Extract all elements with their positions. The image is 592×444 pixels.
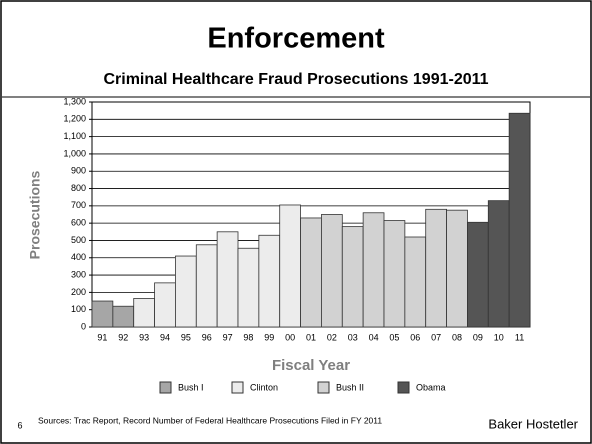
x-tick-label: 07 (431, 332, 441, 342)
bar (133, 298, 155, 328)
y-tick-label: 0 (81, 321, 86, 331)
x-tick-label: 98 (243, 332, 253, 342)
y-tick-label: 300 (71, 269, 86, 279)
y-tick-label: 400 (71, 252, 86, 262)
x-tick-label: 11 (515, 332, 524, 342)
brand: Baker Hostetler (488, 416, 578, 431)
x-tick-label: 06 (410, 332, 420, 342)
x-axis-label: Fiscal Year (272, 357, 350, 374)
x-tick-label: 92 (118, 332, 128, 342)
y-tick-label: 500 (71, 235, 86, 245)
bar (321, 214, 343, 328)
y-axis-label: Prosecutions (27, 170, 43, 259)
y-tick-label: 200 (71, 287, 86, 297)
x-tick-label: 97 (223, 332, 233, 342)
x-tick-label: 95 (181, 332, 191, 342)
legend-swatch (231, 381, 244, 394)
y-tick-label: 1,100 (63, 131, 86, 141)
x-tick-label: 08 (452, 332, 462, 342)
page-number: 6 (17, 420, 22, 430)
y-tick-label: 900 (71, 166, 86, 176)
legend-swatch (159, 381, 172, 394)
bar (112, 305, 135, 328)
legend-swatch (397, 381, 410, 394)
bar (216, 231, 239, 328)
y-tick-label: 100 (71, 304, 86, 314)
slide-title: Enforcement (207, 23, 385, 55)
x-tick-label: 00 (285, 332, 295, 342)
bar (175, 255, 197, 328)
bar (91, 300, 114, 328)
legend-label: Obama (416, 382, 446, 392)
bar (508, 112, 531, 328)
x-tick-label: 93 (139, 332, 149, 342)
bar (487, 200, 510, 328)
x-tick-label: 02 (327, 332, 337, 342)
bar (467, 221, 489, 328)
bar (300, 217, 322, 328)
y-tick-label: 1,300 (63, 96, 86, 106)
bar (279, 204, 301, 328)
x-tick-label: 05 (389, 332, 399, 342)
bar (154, 282, 176, 328)
bar (195, 244, 218, 328)
legend-label: Clinton (250, 382, 278, 392)
bar (258, 234, 281, 328)
y-tick-label: 1,200 (63, 114, 86, 124)
x-tick-label: 94 (160, 332, 170, 342)
bar (404, 236, 427, 328)
bar (383, 220, 406, 328)
legend-swatch (317, 381, 330, 394)
bar (425, 208, 447, 328)
x-tick-label: 96 (202, 332, 212, 342)
y-tick-label: 600 (71, 218, 86, 228)
bar (446, 209, 468, 328)
y-tick-label: 1,000 (63, 148, 86, 158)
y-tick-label: 700 (71, 200, 86, 210)
bar (362, 212, 385, 328)
bar (237, 247, 260, 328)
x-tick-label: 01 (306, 332, 316, 342)
x-tick-label: 09 (473, 332, 483, 342)
legend-label: Bush II (336, 382, 364, 392)
x-tick-label: 10 (494, 332, 504, 342)
x-tick-label: 91 (97, 332, 107, 342)
source: Sources: Trac Report, Record Number of F… (38, 415, 382, 425)
chart-title: Criminal Healthcare Fraud Prosecutions 1… (103, 71, 488, 88)
bar (341, 226, 364, 328)
x-tick-label: 04 (369, 332, 379, 342)
y-tick-label: 800 (71, 183, 86, 193)
x-tick-label: 03 (348, 332, 358, 342)
x-tick-label: 99 (264, 332, 274, 342)
legend-label: Bush I (178, 382, 204, 392)
